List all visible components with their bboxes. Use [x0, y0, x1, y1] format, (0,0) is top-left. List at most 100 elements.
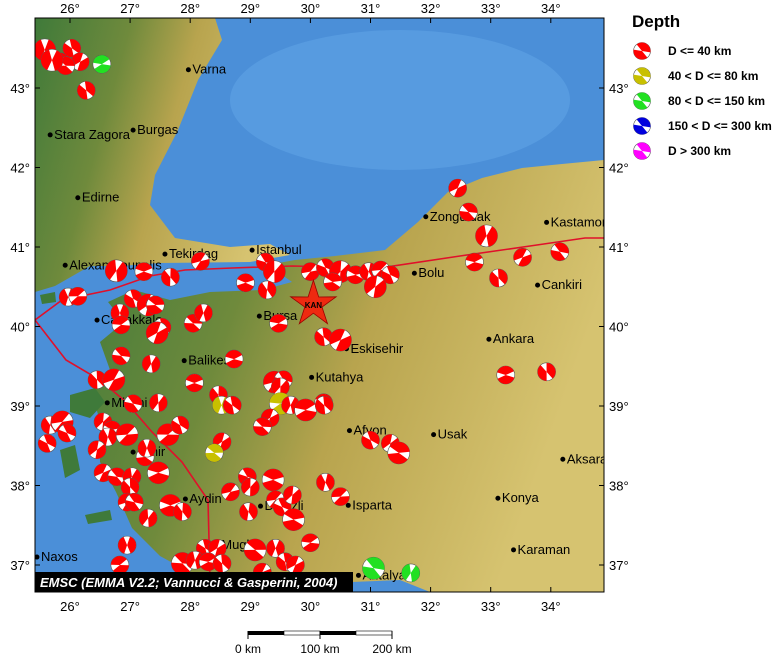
svg-text:Kastamonu: Kastamonu — [551, 214, 617, 229]
focal-mechanism — [141, 354, 161, 374]
city-tekirdag: Tekirdag — [162, 246, 218, 261]
lat-tick-label: 39° — [10, 399, 30, 414]
focal-mechanism — [68, 286, 88, 306]
focal-mechanism — [70, 52, 90, 72]
focal-mechanism — [448, 178, 467, 198]
legend-item: 150 < D <= 300 km — [632, 113, 772, 138]
focal-mechanism — [283, 485, 302, 505]
beachball-icon — [633, 141, 651, 160]
focal-mechanism — [537, 362, 556, 382]
focal-mechanism — [489, 268, 508, 288]
svg-text:Usak: Usak — [438, 427, 468, 442]
focal-mechanism — [465, 252, 484, 272]
svg-text:Varna: Varna — [192, 62, 226, 77]
focal-mechanism — [314, 395, 334, 415]
lon-tick-label: 27° — [120, 1, 140, 16]
city-zonguldak: Zonguldak — [423, 209, 491, 224]
epicenter-star-icon — [289, 278, 338, 325]
focal-mechanism — [387, 441, 411, 465]
focal-mechanism — [224, 349, 244, 369]
focal-mechanism — [329, 328, 352, 352]
svg-text:Stara Zagora: Stara Zagora — [54, 127, 131, 142]
focal-mechanism — [269, 314, 288, 333]
lat-tick-label: 39° — [609, 399, 629, 414]
fault-line-aegean — [35, 319, 211, 581]
city-eskisehir: Eskisehir — [343, 341, 404, 356]
legend-label: D <= 40 km — [668, 43, 732, 58]
lat-tick-label: 38° — [10, 479, 30, 494]
focal-mechanism — [40, 48, 64, 72]
focal-mechanism — [170, 415, 190, 435]
lat-tick-label: 43° — [609, 81, 629, 96]
svg-text:Cankiri: Cankiri — [542, 277, 583, 292]
legend-item: D <= 40 km — [632, 38, 772, 63]
lon-tick-label: 28° — [180, 1, 200, 16]
focal-mechanism — [261, 468, 285, 492]
legend-label: 80 < D <= 150 km — [668, 93, 766, 108]
focal-mechanism — [123, 394, 143, 413]
svg-text:Ankara: Ankara — [493, 331, 535, 346]
lat-tick-label: 38° — [609, 479, 629, 494]
focal-mechanism — [475, 224, 498, 248]
focal-mechanism — [115, 423, 139, 446]
legend-title: Depth — [632, 12, 681, 31]
lat-tick-label: 41° — [10, 240, 30, 255]
lat-tick-label: 37° — [609, 558, 629, 573]
lon-tick-label: 28° — [180, 599, 200, 614]
svg-text:Afyon: Afyon — [353, 423, 386, 438]
city-usak: Usak — [431, 427, 468, 442]
lon-tick-label: 30° — [301, 599, 321, 614]
scale-label-100: 100 km — [300, 642, 340, 656]
lat-tick-label: 42° — [609, 161, 629, 176]
focal-mechanism — [92, 54, 112, 74]
lat-tick-label: 42° — [10, 161, 30, 176]
city-aksaray: Aksaray — [560, 451, 614, 466]
focal-mechanism — [282, 508, 305, 531]
focal-mechanism — [222, 395, 242, 415]
focal-mechanism — [76, 81, 96, 100]
lon-tick-label: 34° — [541, 1, 561, 16]
lesvos-island — [70, 388, 105, 418]
focal-mechanism — [253, 417, 272, 436]
samos-island — [85, 510, 112, 524]
credit-box — [35, 572, 353, 592]
legend-label: 40 < D <= 80 km — [668, 68, 759, 83]
lon-tick-label: 32° — [421, 599, 441, 614]
focal-mechanism — [194, 303, 213, 323]
focal-mechanism — [550, 242, 570, 262]
focal-mechanism — [459, 202, 478, 222]
svg-text:Isparta: Isparta — [352, 497, 393, 512]
thrace-land — [35, 18, 290, 292]
focal-mechanism — [117, 535, 137, 555]
legend-item: 40 < D <= 80 km — [632, 63, 772, 88]
city-stara-zagora: Stara Zagora — [47, 127, 131, 142]
focal-mechanism — [37, 434, 57, 453]
focal-mechanism — [93, 463, 113, 483]
city-burgas: Burgas — [130, 122, 179, 137]
beachball-icon — [633, 66, 651, 85]
focal-mechanism — [149, 393, 168, 413]
focal-mechanism — [221, 482, 240, 502]
svg-text:Bolu: Bolu — [418, 265, 444, 280]
focal-mechanism — [111, 315, 131, 335]
focal-mechanism — [145, 321, 169, 345]
focal-mechanism — [57, 423, 77, 443]
lon-tick-label: 31° — [361, 1, 381, 16]
beachball-icon — [633, 116, 651, 135]
svg-text:Aksaray: Aksaray — [567, 451, 614, 466]
city-ankara: Ankara — [486, 331, 535, 346]
city-isparta: Isparta — [345, 497, 393, 512]
lon-tick-label: 26° — [60, 1, 80, 16]
focal-mechanism — [496, 365, 516, 385]
city-cankiri: Cankiri — [535, 277, 582, 292]
beachball-icon — [633, 41, 651, 60]
beachball-icon — [633, 141, 651, 160]
focal-mechanism — [110, 555, 130, 575]
focal-mechanism — [236, 273, 255, 293]
beachball-icon — [633, 66, 651, 85]
focal-mechanism — [134, 262, 154, 281]
focal-mechanism — [173, 502, 192, 522]
focal-mechanism — [331, 487, 350, 506]
focal-mechanism — [198, 552, 218, 572]
beachball-icon — [633, 91, 651, 110]
